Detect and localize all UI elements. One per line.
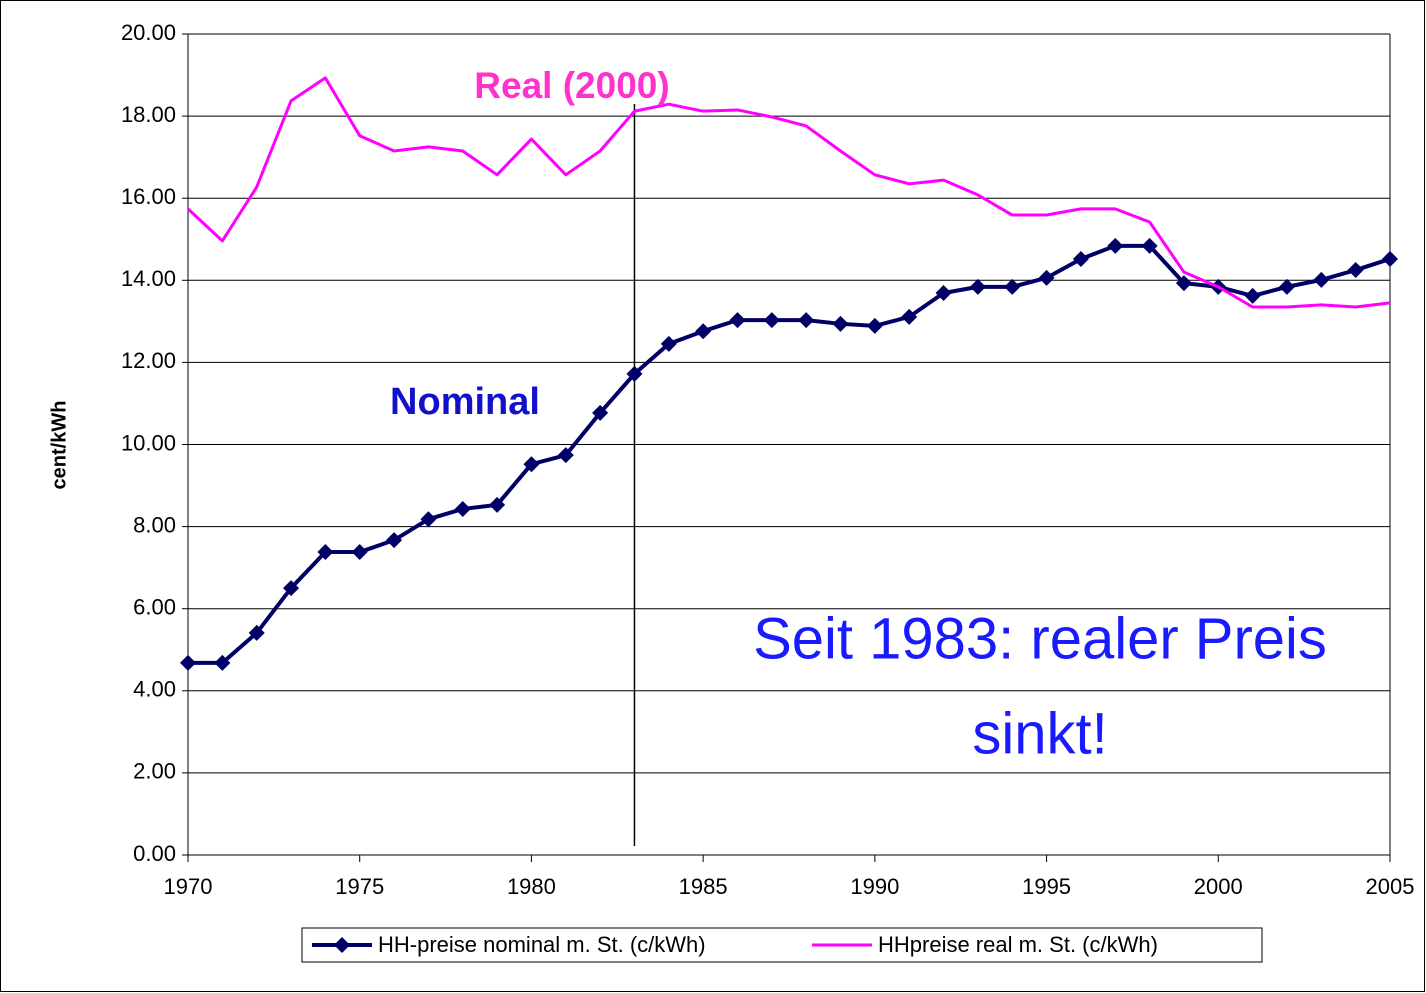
series-marker (317, 544, 334, 561)
series-marker (489, 496, 506, 513)
series-marker (660, 335, 677, 352)
y-axis-label: cent/kWh (48, 401, 70, 490)
series-marker (180, 654, 196, 671)
series-marker (1072, 250, 1089, 267)
series-marker (798, 312, 815, 329)
annotation: sinkt! (972, 701, 1107, 766)
series-marker (969, 278, 986, 295)
series-marker (420, 511, 437, 528)
series-marker (626, 365, 643, 382)
y-tick-label: 14.00 (121, 266, 176, 291)
legend-marker (334, 937, 350, 953)
series-marker (214, 654, 231, 671)
series-marker (763, 312, 780, 329)
y-tick-label: 8.00 (133, 512, 176, 537)
series-marker (695, 323, 712, 340)
x-tick-label: 1980 (507, 874, 556, 899)
y-tick-label: 10.00 (121, 430, 176, 455)
y-tick-label: 18.00 (121, 102, 176, 127)
series-marker (557, 447, 574, 464)
series-marker (729, 312, 746, 329)
series-marker (1278, 278, 1295, 295)
series-marker (901, 308, 918, 325)
x-tick-label: 1970 (164, 874, 213, 899)
series-marker (1244, 287, 1261, 304)
series-marker (1004, 278, 1021, 295)
series-marker (1313, 271, 1330, 288)
y-tick-label: 0.00 (133, 841, 176, 866)
series-line (186, 76, 1391, 309)
series-marker (1107, 237, 1124, 254)
annotation: Seit 1983: realer Preis (753, 606, 1327, 671)
series-marker (832, 315, 849, 332)
series-marker (283, 580, 300, 597)
series-marker (1175, 275, 1192, 292)
series-marker (1038, 269, 1055, 286)
x-tick-label: 1975 (335, 874, 384, 899)
y-tick-label: 4.00 (133, 677, 176, 702)
series-marker (248, 624, 265, 641)
x-tick-label: 2005 (1366, 874, 1415, 899)
y-tick-label: 2.00 (133, 759, 176, 784)
y-tick-label: 20.00 (121, 20, 176, 45)
series-marker (935, 285, 952, 302)
y-tick-label: 6.00 (133, 595, 176, 620)
series-marker (523, 456, 540, 473)
series-marker (1382, 250, 1398, 267)
series-marker (386, 532, 403, 549)
annotation: Real (2000) (474, 65, 669, 106)
legend-label: HHpreise real m. St. (c/kWh) (878, 932, 1158, 957)
series-marker (1141, 237, 1158, 254)
series-marker (351, 544, 368, 561)
legend-label: HH-preise nominal m. St. (c/kWh) (378, 932, 706, 957)
series-marker (454, 500, 471, 517)
legend (301, 927, 1263, 963)
x-tick-label: 1985 (679, 874, 728, 899)
series-marker (1347, 262, 1364, 279)
x-tick-label: 1990 (850, 874, 899, 899)
x-tick-label: 2000 (1194, 874, 1243, 899)
y-tick-label: 12.00 (121, 348, 176, 373)
series-marker (592, 404, 609, 421)
annotation: Nominal (390, 381, 540, 423)
x-tick-label: 1995 (1022, 874, 1071, 899)
series-marker (866, 317, 883, 334)
y-tick-label: 16.00 (121, 184, 176, 209)
